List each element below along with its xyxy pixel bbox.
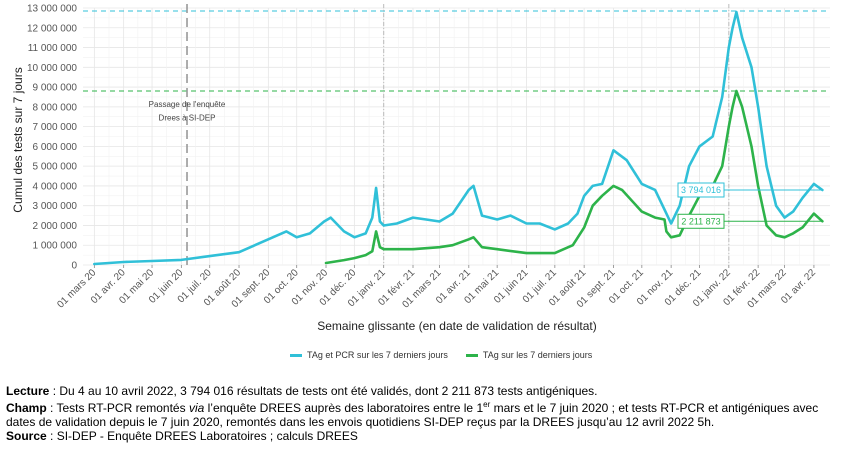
series-lines: [93, 10, 824, 266]
legend-label-tag: TAg sur les 7 derniers jours: [482, 350, 593, 360]
y-axis: 0 1 000 000 2 000 000 3 000 000 4 000 000 5 0…: [27, 4, 78, 272]
annotations: Passage de l'enquête Drees à SI-DEP: [149, 100, 226, 123]
y-tick-label: 0: [71, 261, 77, 272]
y-tick-label: 3 000 000: [33, 201, 78, 212]
end-label-text: 2 211 873: [681, 216, 720, 226]
notes: Lecture : Du 4 au 10 avril 2022, 3 794 0…: [6, 384, 841, 443]
y-tick-label: 13 000 000: [27, 4, 77, 15]
grid: [83, 7, 830, 266]
legend-swatch-total: [290, 353, 302, 357]
y-tick-label: 8 000 000: [33, 102, 78, 113]
series-line-0: [93, 10, 824, 266]
legend-label-total: TAg et PCR sur les 7 derniers jours: [307, 350, 448, 360]
y-tick-label: 5 000 000: [33, 162, 78, 173]
chart: 0 1 000 000 2 000 000 3 000 000 4 000 000 5 0…: [11, 4, 830, 333]
x-tick-label: 01 mars 20: [55, 267, 98, 310]
end-label-box: [677, 213, 725, 229]
y-tick-label: 12 000 000: [27, 23, 77, 34]
legend-item-total: TAg et PCR sur les 7 derniers jours: [290, 350, 448, 360]
annotation-text: Passage de l'enquête: [149, 100, 226, 109]
end-label-text: 3 794 016: [681, 185, 721, 195]
y-tick-label: 11 000 000: [28, 43, 78, 54]
note-source: Source : SI-DEP - Enquête DREES Laborato…: [6, 429, 358, 443]
y-tick-label: 1 000 000: [33, 241, 78, 252]
y-tick-label: 4 000 000: [33, 181, 78, 192]
annotation-text: Drees à SI-DEP: [159, 114, 216, 123]
legend: TAg et PCR sur les 7 derniers jours TAg …: [290, 350, 592, 360]
x-axis-title: Semaine glissante (en date de validation…: [317, 319, 597, 333]
end-label-box: [677, 182, 725, 198]
note-champ: Champ : Tests RT-PCR remontés via l’enqu…: [6, 400, 819, 429]
note-lecture: Lecture : Du 4 au 10 avril 2022, 3 794 0…: [6, 384, 598, 398]
y-tick-label: 7 000 000: [33, 122, 78, 133]
y-tick-label: 9 000 000: [33, 83, 78, 94]
series-line-1: [324, 89, 824, 265]
end-labels: 3 794 016 2 211 873: [677, 182, 823, 229]
legend-item-tag: TAg sur les 7 derniers jours: [465, 350, 593, 360]
y-tick-label: 2 000 000: [33, 221, 78, 232]
y-axis-title: Cumul des tests sur 7 jours: [11, 67, 25, 212]
y-tick-label: 6 000 000: [33, 142, 78, 153]
y-tick-label: 10 000 000: [27, 63, 77, 74]
legend-swatch-tag: [465, 353, 478, 357]
